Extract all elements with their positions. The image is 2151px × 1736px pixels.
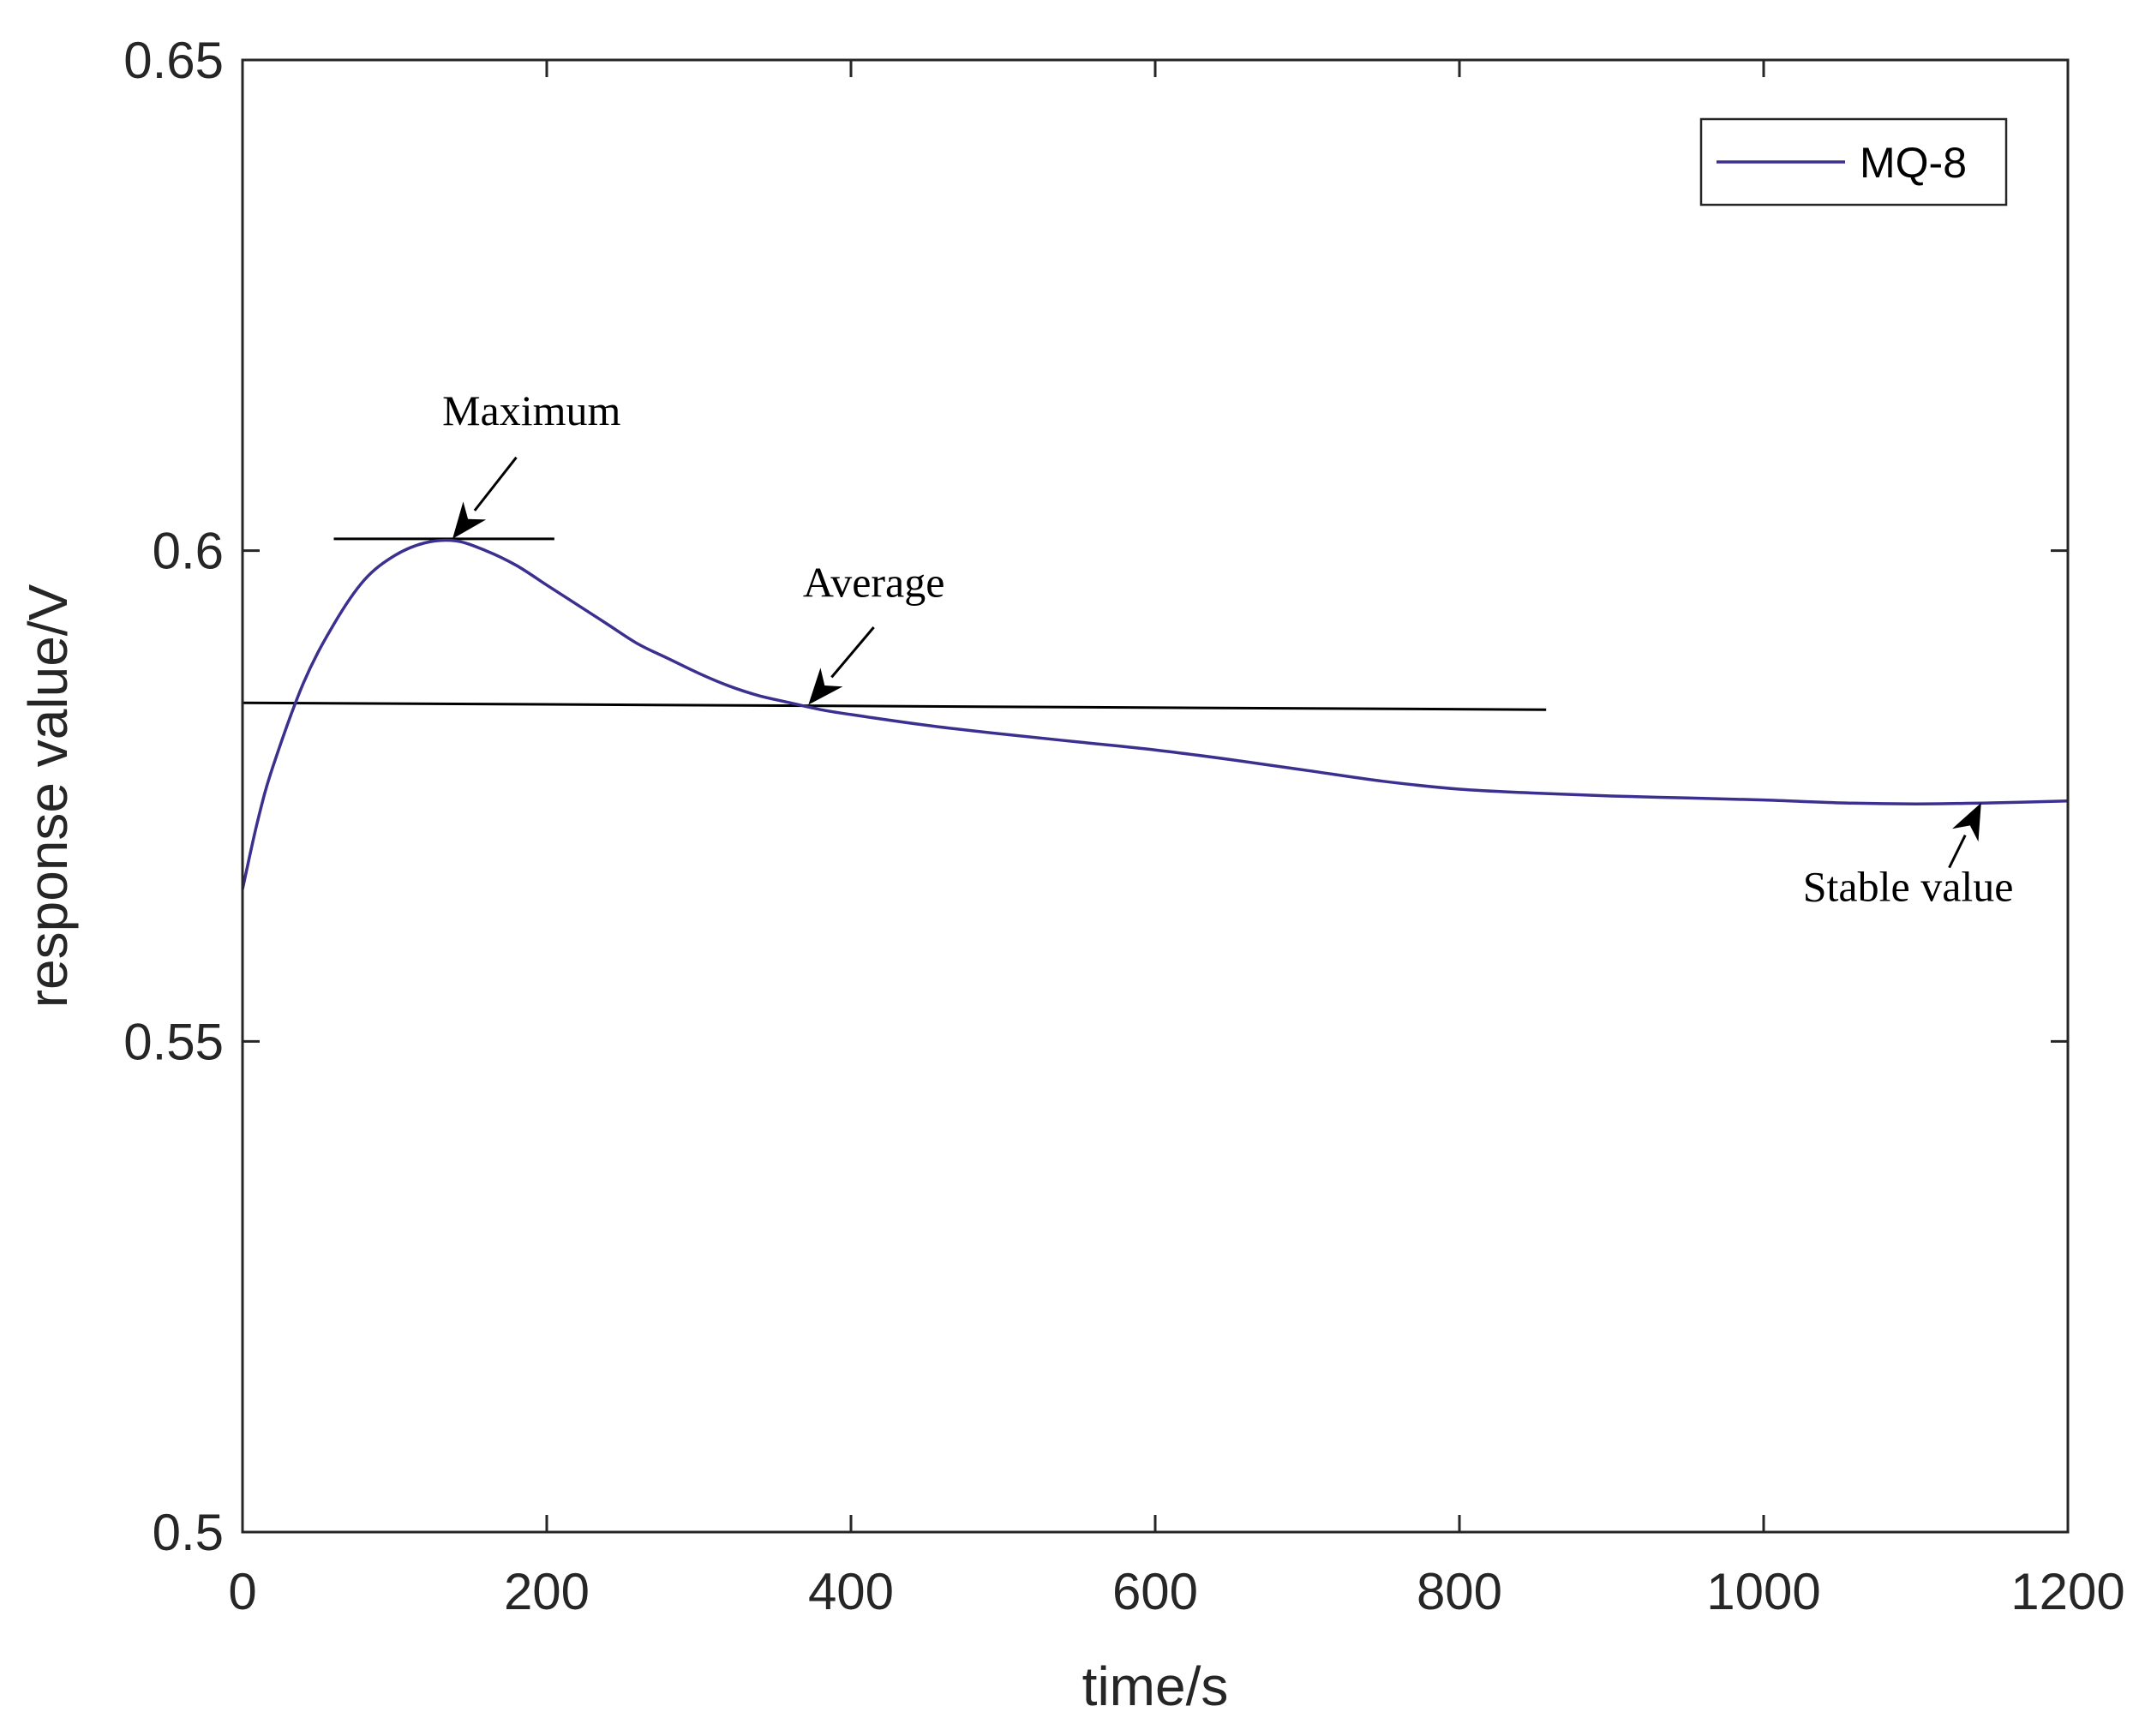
annotation-arrow-head bbox=[1952, 803, 1981, 842]
x-tick-labels: 0 200 400 600 800 1000 1200 bbox=[228, 1563, 2124, 1620]
axis-ticks bbox=[241, 58, 2070, 1534]
x-tick-label: 600 bbox=[1112, 1563, 1198, 1620]
series-layer bbox=[241, 538, 2069, 890]
y-tick-label: 0.65 bbox=[123, 32, 224, 89]
annotation-arrow-shaft bbox=[1948, 835, 1967, 869]
annotation-label: Average bbox=[803, 558, 945, 606]
series-line-mq-8 bbox=[241, 538, 2069, 890]
annotation-arrow-head bbox=[452, 501, 487, 539]
annotation-label: Maximum bbox=[442, 386, 620, 434]
y-tick-label: 0.5 bbox=[153, 1504, 224, 1561]
x-tick-label: 200 bbox=[504, 1563, 590, 1620]
annotation-arrow-head bbox=[808, 667, 843, 705]
legend-label: MQ-8 bbox=[1860, 139, 1967, 187]
reference-line bbox=[242, 701, 1547, 711]
x-tick-label: 0 bbox=[228, 1563, 256, 1620]
legend: MQ-8 bbox=[1699, 117, 2008, 207]
legend-box bbox=[1699, 117, 2008, 207]
y-tick-label: 0.55 bbox=[123, 1013, 224, 1070]
x-tick-label: 1200 bbox=[2010, 1563, 2124, 1620]
annotation-arrow-shaft bbox=[473, 456, 518, 512]
x-axis-title: time/s bbox=[1082, 1655, 1229, 1717]
plot-area bbox=[243, 60, 2068, 1532]
x-tick-label: 400 bbox=[808, 1563, 894, 1620]
annotation-label: Stable value bbox=[1803, 863, 2014, 911]
x-tick-label: 1000 bbox=[1706, 1563, 1820, 1620]
annotation-arrow-shaft bbox=[830, 626, 875, 679]
annotations: Maximum Average Stable value bbox=[442, 386, 2013, 910]
x-tick-label: 800 bbox=[1417, 1563, 1502, 1620]
y-tick-label: 0.6 bbox=[153, 523, 224, 580]
y-axis-title: response value/V bbox=[17, 584, 79, 1008]
y-tick-labels: 0.5 0.55 0.6 0.65 bbox=[123, 32, 224, 1561]
